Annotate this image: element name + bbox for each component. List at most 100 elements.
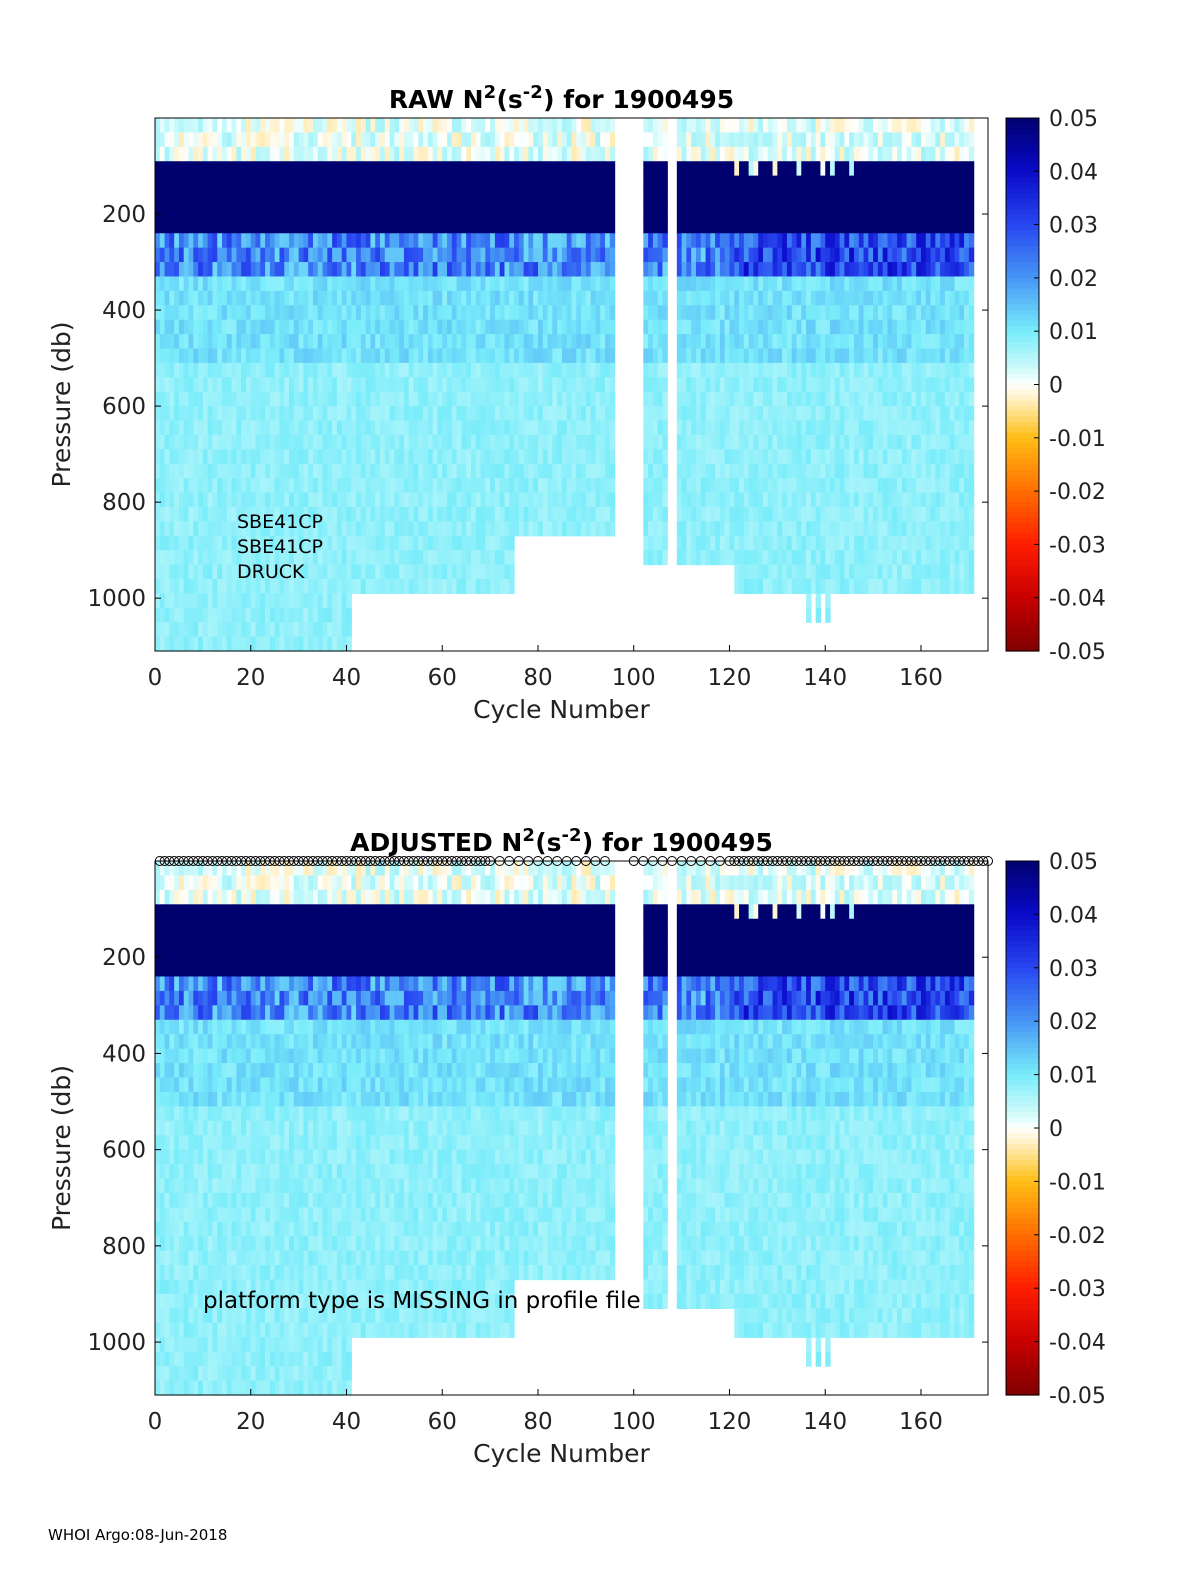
heatmap-cell <box>830 305 836 321</box>
heatmap-cell <box>341 247 348 263</box>
heatmap-cell <box>164 118 170 134</box>
heatmap-cell <box>293 535 300 551</box>
heatmap-cell <box>571 118 577 134</box>
heatmap-cell <box>341 420 348 436</box>
heatmap-cell <box>408 204 415 220</box>
heatmap-cell <box>609 204 616 220</box>
heatmap-cell <box>155 319 161 335</box>
heatmap-cell <box>322 146 328 162</box>
heatmap-cell <box>164 348 170 364</box>
heatmap-cell <box>394 420 400 436</box>
heatmap-cell <box>762 406 769 422</box>
heatmap-cell <box>360 305 367 321</box>
heatmap-cell <box>782 521 788 537</box>
heatmap-cell <box>806 262 812 278</box>
heatmap-cell <box>317 118 324 134</box>
heatmap-cell <box>581 348 587 364</box>
heatmap-cell <box>308 521 314 537</box>
heatmap-cell <box>437 348 443 364</box>
heatmap-cell <box>882 190 889 206</box>
heatmap-cell <box>547 146 553 162</box>
heatmap-cell <box>830 118 836 134</box>
heatmap-cell <box>719 521 726 537</box>
heatmap-cell <box>375 391 381 407</box>
heatmap-cell <box>293 578 300 594</box>
heatmap-cell <box>877 463 884 479</box>
heatmap-cell <box>322 204 328 220</box>
heatmap-cell <box>346 146 352 162</box>
heatmap-cell <box>312 420 319 436</box>
heatmap-cell <box>336 204 343 220</box>
heatmap-cell <box>868 377 874 393</box>
heatmap-cell <box>231 319 237 335</box>
heatmap-cell <box>255 132 261 148</box>
heatmap-cell <box>748 478 755 494</box>
heatmap-cell <box>887 348 893 364</box>
heatmap-cell <box>514 276 520 292</box>
heatmap-cell <box>772 434 778 450</box>
heatmap-cell <box>767 564 774 580</box>
heatmap-cell <box>691 305 697 321</box>
heatmap-cell <box>317 161 324 177</box>
heatmap-cell <box>542 233 549 249</box>
heatmap-cell <box>494 290 501 306</box>
heatmap-cell <box>164 622 170 638</box>
heatmap-cell <box>365 578 372 594</box>
heatmap-cell <box>308 420 314 436</box>
heatmap-cell <box>844 550 850 566</box>
heatmap-cell <box>202 377 209 393</box>
heatmap-cell <box>327 132 333 148</box>
heatmap-cell <box>820 550 826 566</box>
heatmap-cell <box>643 334 649 350</box>
heatmap-cell <box>676 161 683 177</box>
heatmap-cell <box>308 132 314 148</box>
heatmap-cell <box>571 175 577 191</box>
heatmap-cell <box>332 204 338 220</box>
heatmap-cell <box>801 377 807 393</box>
heatmap-cell <box>533 233 539 249</box>
heatmap-cell <box>289 607 295 623</box>
heatmap-cell <box>796 550 802 566</box>
heatmap-cell <box>791 262 798 278</box>
heatmap-cell <box>312 319 319 335</box>
heatmap-cell <box>437 434 443 450</box>
heatmap-cell <box>207 305 214 321</box>
heatmap-cell <box>332 161 338 177</box>
heatmap-cell <box>346 290 352 306</box>
heatmap-cell <box>169 146 175 162</box>
heatmap-cell <box>877 161 884 177</box>
heatmap-cell <box>662 262 668 278</box>
heatmap-cell <box>475 463 482 479</box>
heatmap-cell <box>719 132 726 148</box>
heatmap-cell <box>877 247 884 263</box>
heatmap-cell <box>734 492 740 508</box>
heatmap-cell <box>207 434 214 450</box>
heatmap-cell <box>724 420 731 436</box>
heatmap-cell <box>825 204 831 220</box>
heatmap-cell <box>605 305 611 321</box>
heatmap-cell <box>734 535 740 551</box>
heatmap-cell <box>169 406 175 422</box>
heatmap-cell <box>403 449 410 465</box>
heatmap-cell <box>490 492 496 508</box>
heatmap-cell <box>303 262 309 278</box>
heatmap-cell <box>274 262 281 278</box>
heatmap-cell <box>705 377 711 393</box>
heatmap-cell <box>724 233 731 249</box>
heatmap-cell <box>557 118 563 134</box>
heatmap-cell <box>413 550 419 566</box>
heatmap-cell <box>652 276 659 292</box>
heatmap-cell <box>892 550 898 566</box>
heatmap-cell <box>719 362 726 378</box>
heatmap-cell <box>260 362 266 378</box>
heatmap-cell <box>384 233 391 249</box>
heatmap-cell <box>169 578 175 594</box>
heatmap-cell <box>279 161 285 177</box>
heatmap-cell <box>470 118 477 134</box>
heatmap-cell <box>815 535 822 551</box>
heatmap-cell <box>231 535 237 551</box>
heatmap-cell <box>834 348 841 364</box>
heatmap-cell <box>403 550 410 566</box>
heatmap-cell <box>839 348 845 364</box>
heatmap-cell <box>681 449 687 465</box>
